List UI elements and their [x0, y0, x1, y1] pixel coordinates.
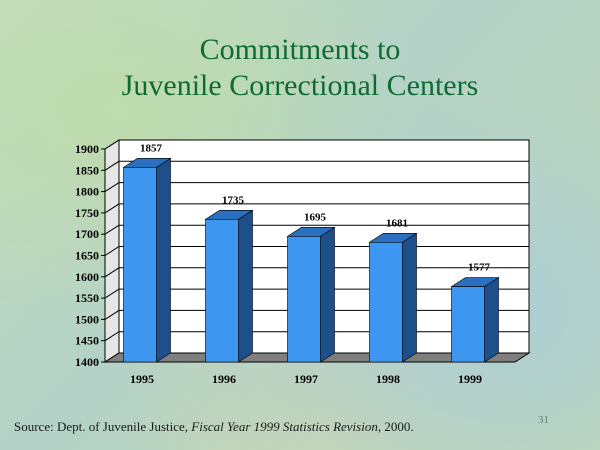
x-tick-label: 1999: [458, 372, 482, 386]
bar-side: [320, 226, 335, 363]
data-label: 1695: [304, 211, 327, 223]
y-tick-label: 1800: [75, 185, 99, 199]
bar-1999: [451, 286, 485, 363]
y-tick-label: 1400: [75, 355, 99, 369]
y-tick-label: 1600: [75, 270, 99, 284]
title-line-1: Commitments to: [199, 33, 401, 66]
y-tick-label: 1450: [75, 334, 99, 348]
x-tick-label: 1996: [212, 372, 236, 386]
x-tick-label: 1997: [294, 372, 318, 386]
y-tick-label: 1550: [75, 291, 99, 305]
gridline: [104, 224, 529, 235]
y-tick-label: 1750: [75, 206, 99, 220]
y-tick-label: 1900: [75, 142, 99, 156]
source-prefix: Source: Dept. of Juvenile Justice,: [14, 419, 192, 434]
data-label: 1577: [468, 262, 491, 274]
data-label: 1681: [386, 217, 408, 229]
x-tick-label: 1998: [376, 372, 400, 386]
gridline: [104, 139, 529, 150]
y-tick-label: 1700: [75, 227, 99, 241]
source-suffix: , 2000.: [377, 419, 414, 434]
gridline: [104, 203, 529, 214]
bar-1997: [287, 236, 321, 363]
bar-side: [238, 209, 253, 363]
bar-side: [156, 157, 171, 363]
bar-side: [484, 277, 499, 363]
y-tick-label: 1500: [75, 312, 99, 326]
y-tick-label: 1850: [75, 163, 99, 177]
bar-1998: [369, 241, 403, 363]
slide-title: Commitments to Juvenile Correctional Cen…: [0, 32, 600, 104]
source-citation: Source: Dept. of Juvenile Justice, Fisca…: [14, 419, 414, 435]
bar-1996: [205, 218, 239, 363]
bar-1995: [123, 167, 157, 363]
gridline: [104, 182, 529, 193]
source-title: Fiscal Year 1999 Statistics Revision: [191, 419, 378, 434]
data-label: 1857: [140, 142, 163, 154]
gridline: [104, 160, 529, 171]
data-label: 1735: [222, 194, 245, 206]
bar-side: [402, 232, 417, 363]
x-tick-label: 1995: [130, 372, 154, 386]
page-number: 31: [538, 414, 549, 426]
y-tick-label: 1650: [75, 249, 99, 263]
title-line-2: Juvenile Correctional Centers: [121, 69, 479, 102]
